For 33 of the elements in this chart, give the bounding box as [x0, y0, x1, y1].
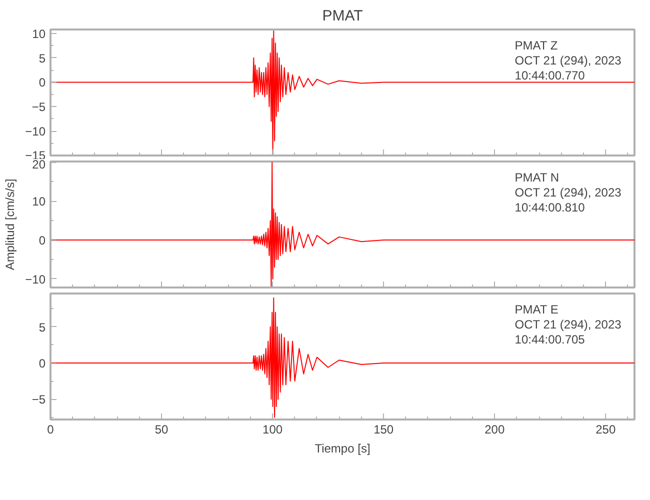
annotation: 10:44:00.810 — [514, 200, 586, 215]
x-tick-label: 200 — [484, 422, 505, 436]
y-tick-label: −5 — [32, 100, 46, 114]
x-axis-title: Tiempo [s] — [314, 442, 370, 456]
y-axis-title: Amplitud [cm/s/s] — [3, 178, 18, 270]
annotation: PMAT E — [514, 302, 558, 316]
annotation: PMAT Z — [514, 38, 558, 52]
annotation: PMAT N — [514, 170, 560, 184]
y-tick-label: 10 — [32, 26, 46, 41]
chart-title: PMAT — [322, 8, 363, 24]
x-tick-label: 150 — [374, 422, 394, 436]
line-series — [50, 30, 634, 156]
x-tick-label: 0 — [47, 422, 54, 436]
y-tick-label: 20 — [32, 158, 46, 172]
line-series — [50, 297, 634, 418]
y-tick-label: 0 — [38, 76, 46, 90]
y-tick-label: −10 — [25, 272, 46, 286]
y-tick-label: 0 — [38, 234, 46, 248]
y-tick-label: 0 — [38, 356, 46, 371]
x-tick-label: 100 — [262, 422, 283, 436]
annotation: OCT 21 (294), 2023 — [514, 317, 622, 332]
annotation: 10:44:00.770 — [514, 68, 586, 83]
annotation: 10:44:00.705 — [514, 332, 586, 347]
y-tick-label: −5 — [32, 392, 46, 407]
annotation: OCT 21 (294), 2023 — [514, 185, 622, 200]
x-tick-label: 250 — [596, 422, 616, 436]
y-tick-label: 5 — [38, 51, 46, 66]
y-tick-label: 5 — [38, 320, 46, 334]
x-tick-label: 50 — [154, 422, 169, 436]
y-tick-label: −10 — [25, 124, 46, 139]
y-tick-label: 10 — [32, 194, 46, 209]
line-series — [50, 162, 634, 288]
annotation: OCT 21 (294), 2023 — [514, 53, 622, 68]
